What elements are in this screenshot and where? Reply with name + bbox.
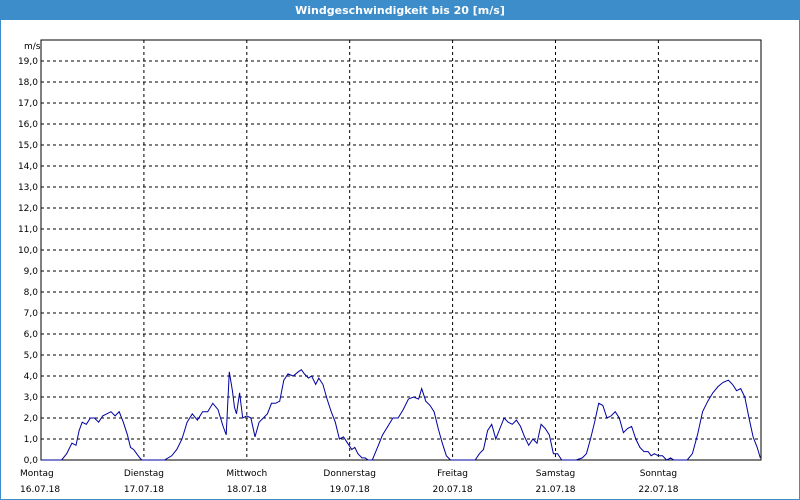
y-tick-label: 16,0 <box>18 120 38 130</box>
wind-speed-series-line <box>41 369 761 461</box>
y-tick-label: 11,0 <box>18 225 38 235</box>
x-tick-date: 19.07.18 <box>330 485 370 495</box>
y-tick-label: 14,0 <box>18 162 38 172</box>
x-tick-weekday: Montag <box>20 469 54 479</box>
y-tick-label: 2,0 <box>24 414 39 424</box>
y-tick-label: 1,0 <box>24 435 39 445</box>
window-title: Windgeschwindigkeit bis 20 [m/s] <box>1 1 799 20</box>
y-tick-label: 6,0 <box>24 330 39 340</box>
y-tick-label: 12,0 <box>18 204 38 214</box>
x-tick-weekday: Samstag <box>536 469 575 479</box>
y-tick-label: 10,0 <box>18 246 38 256</box>
y-tick-label: 15,0 <box>18 141 38 151</box>
y-tick-label: 7,0 <box>24 309 39 319</box>
y-tick-label: 3,0 <box>24 393 39 403</box>
x-tick-date: 17.07.18 <box>124 485 164 495</box>
y-axis-unit: m/s <box>24 42 41 52</box>
y-tick-label: 13,0 <box>18 183 38 193</box>
y-tick-label: 0,0 <box>24 456 39 466</box>
y-tick-label: 17,0 <box>18 99 38 109</box>
y-tick-labels: 0,0 1,0 2,0 3,0 4,0 5,0 6,0 7,0 8,0 9,0 10,0 11,0 12… <box>18 57 38 466</box>
vertical-gridlines <box>143 40 659 460</box>
x-tick-labels: Montag 16.07.18 Dienstag 17.07.18 Mittwoch 18… <box>20 469 679 495</box>
x-tick-date: 21.07.18 <box>535 485 575 495</box>
x-tick-weekday: Mittwoch <box>226 469 267 479</box>
x-tick-weekday: Dienstag <box>124 469 164 479</box>
y-tick-label: 9,0 <box>24 267 39 277</box>
x-tick-weekday: Sonntag <box>640 469 677 479</box>
x-tick-date: 16.07.18 <box>20 485 60 495</box>
y-tick-label: 4,0 <box>24 372 39 382</box>
y-tick-label: 19,0 <box>18 57 38 67</box>
x-tick-date: 20.07.18 <box>433 485 473 495</box>
y-tick-label: 8,0 <box>24 288 39 298</box>
y-tick-label: 5,0 <box>24 351 39 361</box>
y-tick-label: 18,0 <box>18 78 38 88</box>
x-tick-date: 18.07.18 <box>227 485 267 495</box>
x-tick-weekday: Freitag <box>437 469 468 479</box>
horizontal-gridlines <box>41 60 761 440</box>
x-tick-date: 22.07.18 <box>638 485 678 495</box>
x-tick-weekday: Donnerstag <box>323 469 376 479</box>
